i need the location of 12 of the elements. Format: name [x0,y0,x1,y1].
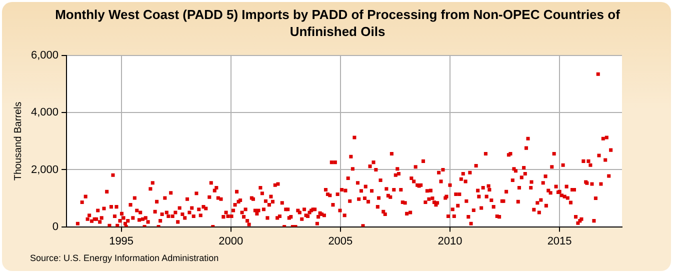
y-axis-title: Thousand Barrels [12,102,24,181]
chart-title: Monthly West Coast (PADD 5) Imports by PADD of Processing from Non-OPEC Countries of Unfinished Oils [54,6,621,40]
x-tick-label: 2010 [438,235,462,248]
y-tick-label: 4,000 [30,106,59,119]
source-note: Source: U.S. Energy Information Administration [30,253,219,263]
x-tick-label: 2005 [328,235,353,248]
y-tick-label: 2,000 [30,164,59,176]
y-tick-label: 6,000 [30,50,59,62]
y-tick-label: 0 [52,220,59,233]
x-tick-label: 2000 [218,235,244,248]
x-tick-label: 2015 [547,235,572,248]
x-tick-label: 1995 [109,235,134,248]
